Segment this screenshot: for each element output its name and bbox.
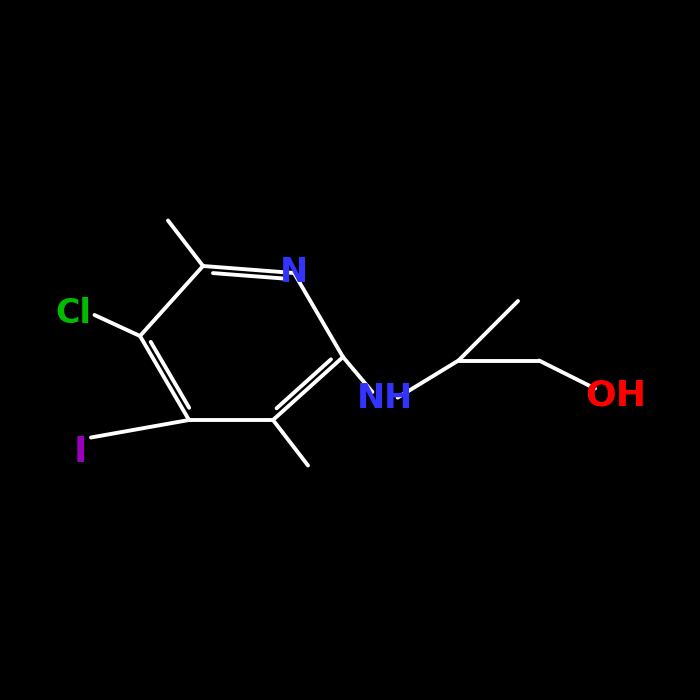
Text: Cl: Cl [55,297,92,330]
Text: I: I [74,435,88,468]
Text: N: N [280,256,308,290]
Text: NH: NH [357,382,413,416]
Text: OH: OH [585,379,647,412]
